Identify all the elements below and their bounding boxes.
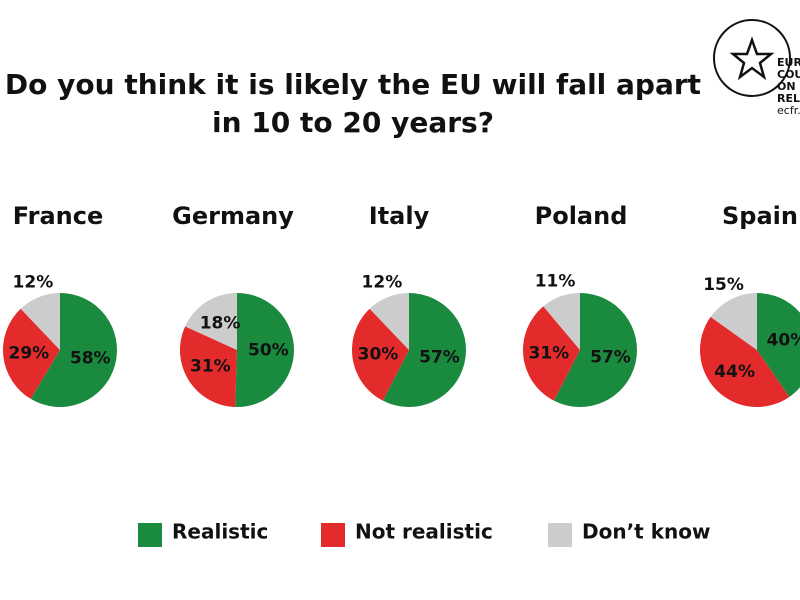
pie-slice bbox=[20, 293, 60, 350]
chart-title: in 10 to 20 years? bbox=[212, 106, 494, 139]
pie-slice bbox=[700, 316, 790, 407]
data-label: 58% bbox=[70, 348, 111, 368]
logo-text: COU bbox=[777, 68, 800, 81]
legend-swatch bbox=[548, 523, 572, 547]
legend-label: Not realistic bbox=[355, 520, 493, 544]
pie-slice bbox=[179, 326, 237, 407]
legend-label: Don’t know bbox=[582, 520, 710, 544]
pie-title: Germany bbox=[172, 202, 294, 230]
pie-title: Italy bbox=[369, 202, 430, 230]
logo-text: ON F bbox=[777, 80, 800, 93]
pie-slice bbox=[3, 308, 60, 399]
pie-slice bbox=[352, 308, 409, 401]
data-label: 44% bbox=[714, 362, 755, 382]
logo-star bbox=[729, 36, 775, 81]
data-label: 12% bbox=[13, 272, 54, 292]
data-label: 31% bbox=[528, 343, 569, 363]
pie-title: Poland bbox=[535, 202, 628, 230]
legend-label: Realistic bbox=[172, 520, 268, 544]
data-label: 31% bbox=[190, 357, 231, 377]
data-label: 29% bbox=[8, 343, 49, 363]
data-label: 11% bbox=[535, 271, 576, 291]
pie-slice bbox=[382, 293, 466, 407]
pie-slice bbox=[30, 293, 117, 407]
logo-text: ecfr. bbox=[777, 104, 800, 117]
pie-slice bbox=[553, 293, 637, 407]
logo: EURO COU ON F RELA ecfr. bbox=[713, 19, 800, 117]
data-label: 18% bbox=[200, 314, 241, 334]
legend-swatch bbox=[321, 523, 345, 547]
pie-slice bbox=[757, 293, 800, 397]
pie-title: Spain bbox=[722, 202, 798, 230]
data-label: 50% bbox=[248, 340, 289, 360]
data-label: 57% bbox=[419, 347, 460, 367]
data-label: 12% bbox=[362, 272, 403, 292]
pie-slice bbox=[543, 293, 580, 350]
logo-text: RELA bbox=[777, 92, 800, 105]
data-label: 15% bbox=[703, 275, 744, 295]
pie-slice bbox=[369, 293, 409, 350]
data-label: 40% bbox=[767, 331, 800, 351]
pie-title: France bbox=[13, 202, 103, 230]
logo-text: EURO bbox=[777, 56, 800, 69]
pie-slice bbox=[235, 293, 294, 407]
legend-swatch bbox=[138, 523, 162, 547]
chart-title: Do you think it is likely the EU will fa… bbox=[5, 68, 701, 101]
pie-slice bbox=[185, 293, 237, 350]
pie-slice bbox=[710, 293, 757, 350]
data-label: 57% bbox=[590, 347, 631, 367]
pie-slice bbox=[522, 306, 580, 401]
logo-circle bbox=[713, 19, 791, 97]
data-label: 30% bbox=[358, 344, 399, 364]
